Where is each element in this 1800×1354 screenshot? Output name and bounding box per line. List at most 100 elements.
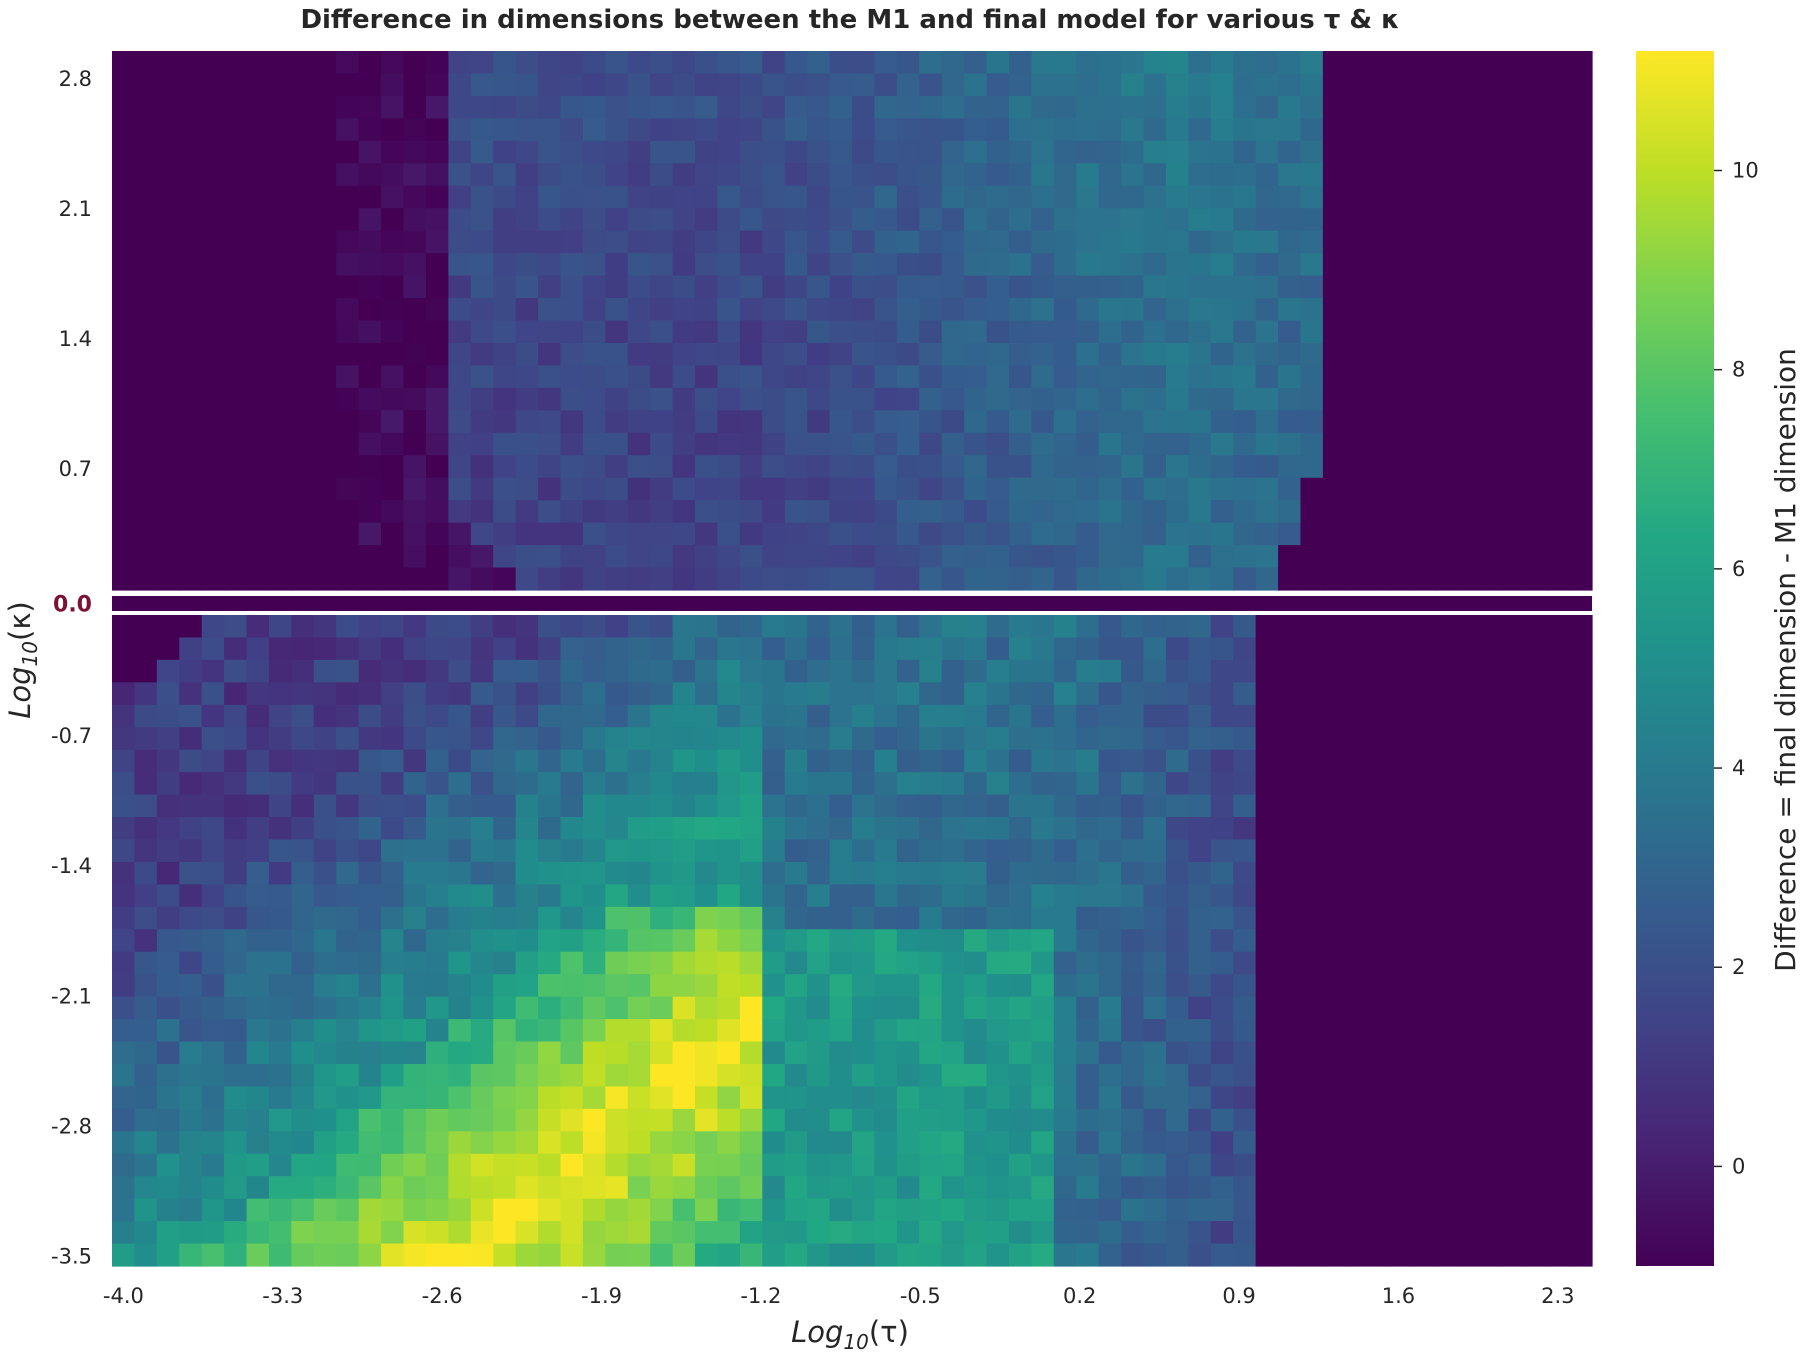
heatmap-cell [1300, 929, 1324, 953]
heatmap-cell [515, 500, 539, 524]
heatmap-cell [739, 1243, 763, 1267]
heatmap-cell [807, 342, 831, 367]
heatmap-cell [358, 884, 382, 908]
heatmap-cell [1053, 615, 1077, 639]
heatmap-cell [1367, 1176, 1391, 1200]
heatmap-cell [1008, 140, 1032, 164]
heatmap-cell [381, 1019, 405, 1043]
heatmap-cell [1502, 522, 1526, 546]
heatmap-cell [1390, 1243, 1414, 1267]
heatmap-cell [605, 320, 629, 344]
heatmap-cell [1053, 682, 1077, 706]
heatmap-cell [1300, 522, 1324, 546]
heatmap-cell [156, 342, 180, 367]
heatmap-cell [964, 365, 988, 389]
heatmap-cell [807, 208, 831, 232]
heatmap-cell [1121, 140, 1145, 164]
heatmap-cell [1008, 659, 1032, 683]
heatmap-cell [1479, 275, 1503, 299]
heatmap-cells [112, 51, 1593, 1267]
heatmap-cell [941, 682, 965, 706]
heatmap-cell [1435, 1041, 1459, 1065]
heatmap-cell [1255, 996, 1279, 1020]
heatmap-cell [381, 432, 405, 456]
heatmap-cell [246, 410, 270, 434]
heatmap-cell [515, 567, 539, 591]
heatmap-cell [964, 567, 988, 591]
heatmap-cell [1479, 996, 1503, 1020]
heatmap-cell [1435, 320, 1459, 344]
heatmap-cell [493, 817, 517, 841]
heatmap-cell [896, 884, 920, 908]
heatmap-cell [986, 545, 1010, 569]
heatmap-cell [1165, 817, 1189, 841]
heatmap-cell [1390, 839, 1414, 863]
heatmap-cell [919, 929, 943, 953]
heatmap-cell [358, 682, 382, 706]
heatmap-cell [762, 1131, 786, 1155]
heatmap-cell [1457, 839, 1481, 863]
heatmap-cell [1098, 1063, 1122, 1088]
heatmap-cell [784, 432, 808, 456]
heatmap-cell [381, 522, 405, 546]
heatmap-cell [156, 500, 180, 524]
heatmap-cell [1502, 342, 1526, 367]
heatmap-cell [112, 817, 136, 841]
heatmap-cell [762, 839, 786, 863]
heatmap-cell [538, 817, 562, 841]
heatmap-cell [852, 637, 876, 661]
heatmap-cell [291, 298, 315, 322]
heatmap-cell [941, 884, 965, 908]
heatmap-cell [1502, 298, 1526, 322]
heatmap-cell [560, 772, 584, 796]
heatmap-cell [896, 1019, 920, 1043]
heatmap-cell [1524, 230, 1548, 254]
heatmap-cell [762, 884, 786, 908]
heatmap-cell [448, 659, 472, 683]
heatmap-cell [1412, 929, 1436, 953]
heatmap-cell [470, 500, 494, 524]
heatmap-cell [1569, 884, 1593, 908]
heatmap-cell [560, 567, 584, 591]
heatmap-cell [1412, 500, 1436, 524]
heatmap-cell [1143, 455, 1167, 479]
heatmap-cell [919, 387, 943, 411]
heatmap-cell [1322, 185, 1346, 209]
heatmap-cell [717, 637, 741, 661]
heatmap-cell [1479, 567, 1503, 591]
heatmap-cell [695, 455, 719, 479]
heatmap-cell [1300, 906, 1324, 930]
heatmap-cell [1457, 208, 1481, 232]
heatmap-cell [582, 704, 606, 728]
heatmap-cell [941, 659, 965, 683]
heatmap-cell [1345, 1243, 1369, 1267]
heatmap-cell [134, 275, 158, 299]
heatmap-cell [1322, 659, 1346, 683]
heatmap-cell [1210, 906, 1234, 930]
heatmap-cell [986, 1176, 1010, 1200]
heatmap-cell [627, 432, 651, 456]
heatmap-cell [134, 1019, 158, 1043]
heatmap-cell [986, 1198, 1010, 1222]
heatmap-cell [246, 163, 270, 187]
heatmap-cell [448, 1198, 472, 1222]
heatmap-cell [515, 884, 539, 908]
heatmap-cell [605, 839, 629, 863]
heatmap-cell [1412, 951, 1436, 975]
heatmap-cell [672, 51, 696, 75]
heatmap-cell [268, 749, 292, 773]
heatmap-cell [1412, 974, 1436, 998]
heatmap-cell [605, 996, 629, 1020]
heatmap-cell [1367, 387, 1391, 411]
heatmap-cell [784, 1063, 808, 1088]
heatmap-cell [1502, 432, 1526, 456]
heatmap-cell [672, 1108, 696, 1132]
y-tick-label: 2.8 [59, 67, 92, 91]
heatmap-cell [672, 230, 696, 254]
heatmap-cell [1165, 996, 1189, 1020]
heatmap-cell [1524, 342, 1548, 367]
heatmap-cell [739, 140, 763, 164]
heatmap-cell [112, 545, 136, 569]
heatmap-cell [784, 749, 808, 773]
heatmap-cell [515, 73, 539, 97]
